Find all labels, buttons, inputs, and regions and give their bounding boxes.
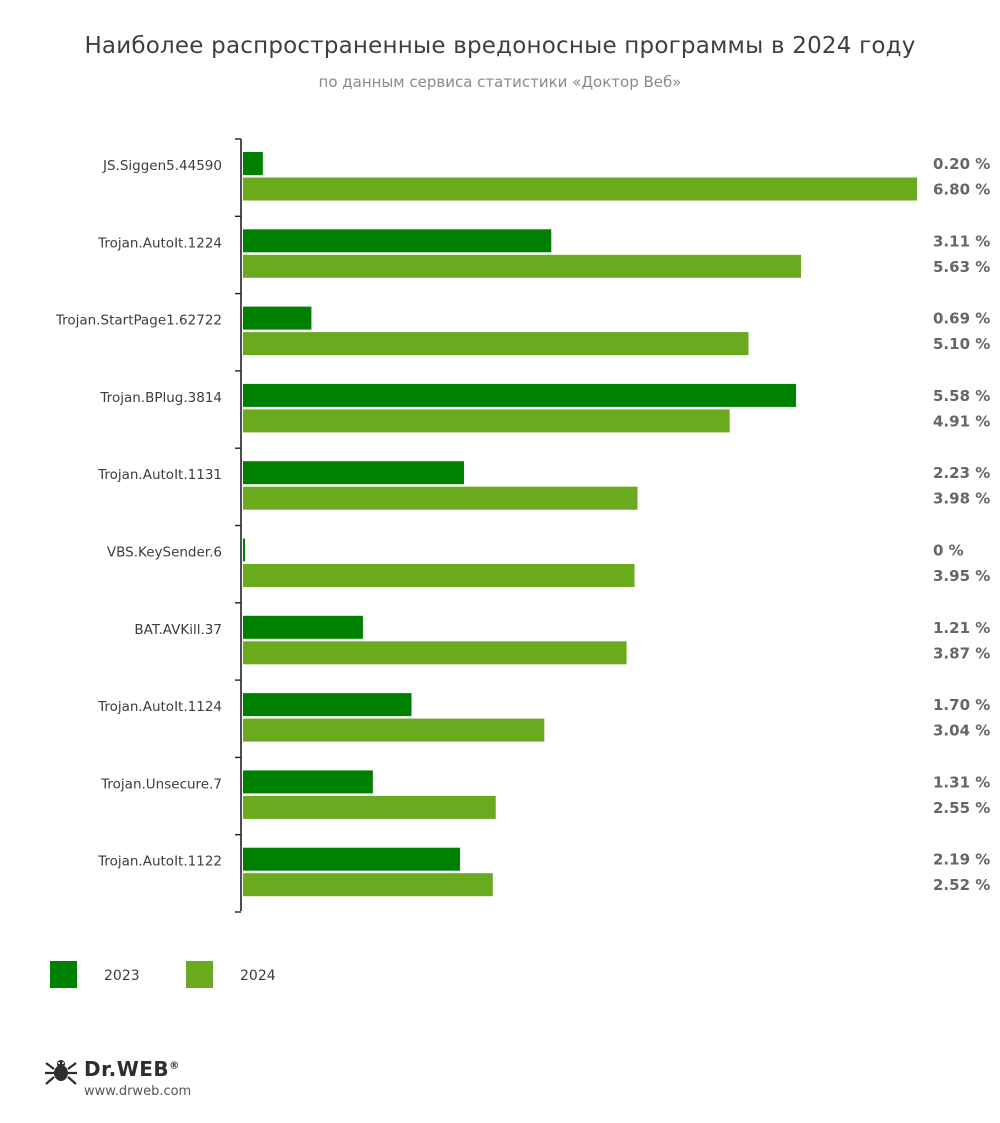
category-label: Trojan.Unsecure.7: [100, 776, 222, 792]
legend-swatch: [50, 961, 77, 988]
category-label: Trojan.AutoIt.1124: [97, 699, 222, 715]
category-label: Trojan.AutoIt.1131: [97, 467, 222, 483]
bar-2023: [243, 538, 245, 562]
data-label: 3.95 %: [933, 567, 990, 585]
data-label: 1.70 %: [933, 696, 990, 714]
legend-label: 2024: [240, 968, 276, 984]
data-label: 3.87 %: [933, 644, 990, 662]
bar-2023: [243, 152, 263, 175]
bar-2023: [243, 615, 363, 639]
bar-2024: [243, 254, 802, 278]
data-label: 2.23 %: [933, 464, 990, 482]
data-label: 4.91 %: [933, 412, 990, 430]
category-label: JS.Siggen5.44590: [102, 158, 222, 174]
bar-2024: [243, 486, 638, 510]
bar-2024: [243, 795, 496, 819]
chart-subtitle: по данным сервиса статистики «Доктор Веб…: [318, 73, 682, 91]
bar-2023: [243, 383, 797, 407]
data-label: 5.10 %: [933, 335, 990, 353]
bar-2023: [243, 770, 373, 794]
category-label: VBS.KeySender.6: [107, 545, 222, 561]
data-label: 0.20 %: [933, 155, 990, 173]
data-label: 0 %: [933, 542, 964, 560]
bar-2024: [243, 873, 493, 897]
data-label: 1.21 %: [933, 619, 990, 637]
data-label: 6.80 %: [933, 181, 990, 199]
data-label: 3.04 %: [933, 722, 990, 740]
bar-2023: [243, 693, 412, 717]
bar-2023: [243, 461, 465, 485]
category-label: BAT.AVKill.37: [134, 622, 222, 638]
legend-swatch: [186, 961, 213, 988]
bar-2024: [243, 409, 730, 433]
category-label: Trojan.BPlug.3814: [99, 390, 222, 406]
logo-url: www.drweb.com: [84, 1084, 192, 1099]
data-label: 2.52 %: [933, 876, 990, 894]
bar-2024: [243, 332, 749, 356]
bar-2023: [243, 847, 461, 871]
data-label: 3.98 %: [933, 490, 990, 508]
bar-2024: [243, 641, 627, 665]
data-label: 0.69 %: [933, 310, 990, 328]
bar-2024: [243, 718, 545, 742]
data-label: 3.11 %: [933, 232, 990, 250]
data-label: 2.19 %: [933, 851, 990, 869]
chart-title: Наиболее распространенные вредоносные пр…: [84, 33, 916, 59]
data-label: 5.63 %: [933, 258, 990, 276]
bar-2023: [243, 229, 552, 253]
logo-brand: Dr.WEB®: [84, 1057, 180, 1081]
bar-2024: [243, 564, 635, 587]
category-label: Trojan.AutoIt.1224: [97, 235, 222, 251]
category-label: Trojan.StartPage1.62722: [55, 313, 222, 329]
spider-icon: [45, 1060, 77, 1085]
drweb-logo: Dr.WEB® www.drweb.com: [44, 1055, 224, 1105]
legend-label: 2023: [104, 968, 140, 984]
bar-2023: [243, 306, 312, 330]
bar-2024: [243, 177, 917, 201]
data-label: 2.55 %: [933, 799, 990, 817]
data-label: 1.31 %: [933, 773, 990, 791]
category-label: Trojan.AutoIt.1122: [97, 854, 222, 870]
data-label: 5.58 %: [933, 387, 990, 405]
